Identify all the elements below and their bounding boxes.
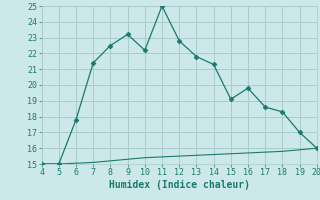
X-axis label: Humidex (Indice chaleur): Humidex (Indice chaleur) — [109, 180, 250, 190]
